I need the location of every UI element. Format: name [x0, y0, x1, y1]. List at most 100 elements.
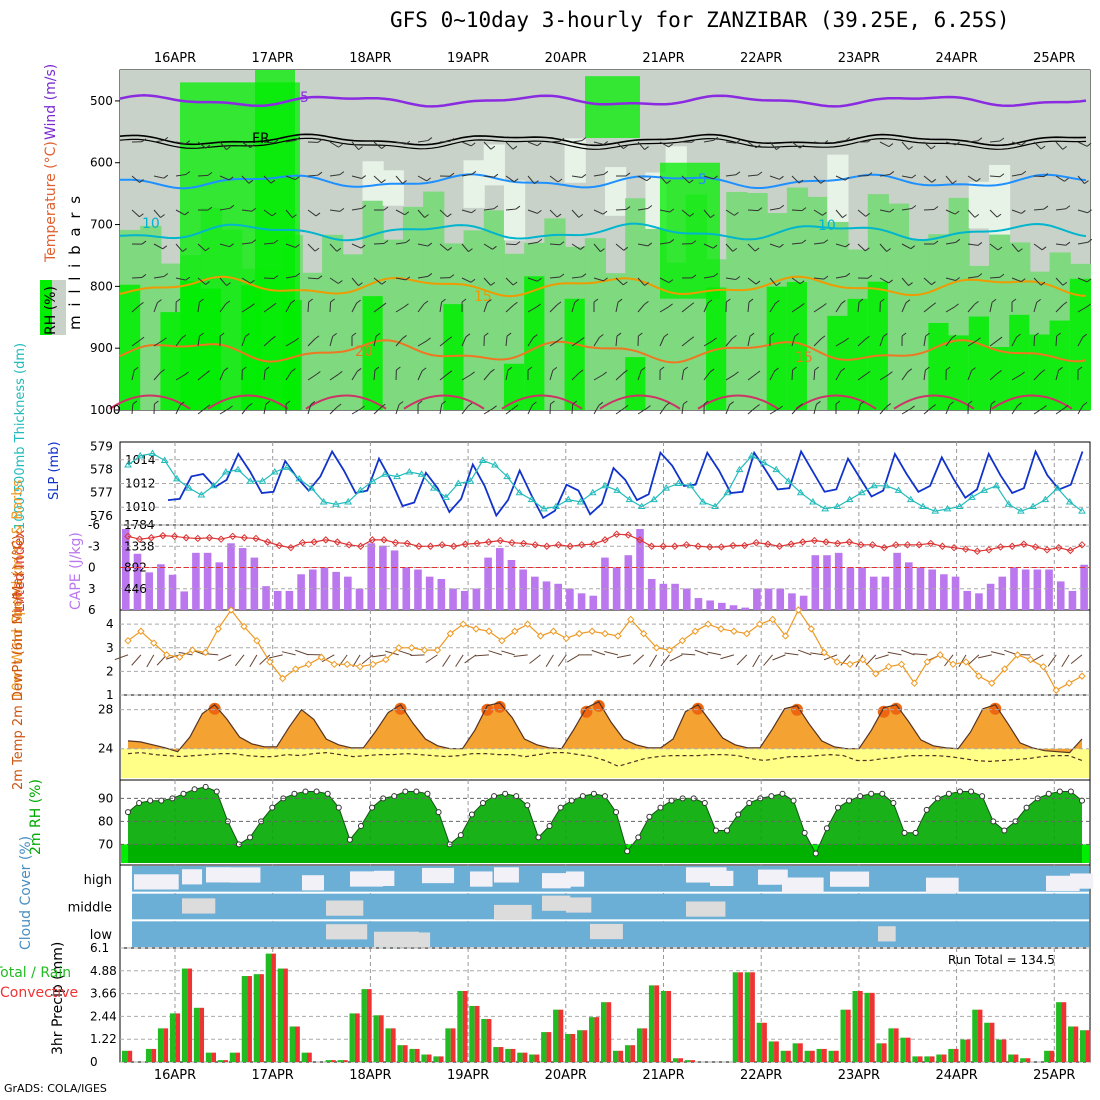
lifted-index-tick: -3 [88, 539, 100, 553]
rain-bar [996, 1039, 1002, 1062]
wind-barb [153, 302, 158, 313]
surface-wind-barb [249, 654, 258, 668]
wind-speed-marker [897, 660, 906, 669]
lifted-index-marker [810, 536, 819, 545]
wind-barb-flag [248, 402, 253, 407]
wind-barb [747, 243, 756, 252]
rh2m-marker [568, 797, 575, 804]
lifted-index-marker [682, 541, 691, 549]
convective-bar [283, 968, 288, 1062]
rh-dry-patch [463, 160, 485, 208]
thickness-marker [637, 502, 646, 510]
wind-barb [989, 373, 998, 381]
cape-bar [893, 552, 901, 610]
convective-bar [199, 1007, 205, 1062]
rain-bar [601, 1002, 607, 1062]
wind-barb-flag [1082, 333, 1088, 338]
wind-barb-flag [133, 366, 139, 371]
isotherm-label: 15 [474, 289, 492, 305]
thickness-marker [1029, 502, 1037, 510]
rh2m-marker [468, 811, 475, 818]
wind-barb [351, 371, 358, 381]
cape-bar [308, 569, 317, 610]
cloud-gap [542, 895, 571, 911]
wind-barb [329, 373, 339, 381]
isotherm-5 [120, 173, 1087, 190]
thickness-marker [1041, 495, 1050, 503]
wind-barb-flag [1063, 404, 1069, 409]
legend-convective: Convective [0, 985, 78, 1001]
wind-barb [923, 407, 932, 415]
wind-barb [461, 243, 469, 252]
wind-speed-marker [523, 620, 532, 628]
rh-saturated-patch [766, 286, 788, 410]
rh-saturated-patch [1009, 314, 1031, 410]
lifted-index-marker [543, 542, 551, 550]
rh-moist-layer [625, 198, 647, 410]
precip-tick-label: 3.66 [90, 987, 117, 1001]
wind-speed-marker [601, 629, 609, 638]
surface-wind-barb [944, 654, 954, 667]
surface-wind-barb [990, 651, 1005, 656]
rh-saturated-patch [827, 315, 849, 410]
cape-bar [285, 590, 294, 610]
wind-barb [373, 336, 377, 347]
cape-bar [472, 588, 481, 610]
wind-barb [813, 209, 823, 216]
wind-barb-flag [1042, 405, 1047, 409]
wind-barb-flag [207, 172, 213, 176]
cloud-gap [470, 871, 493, 887]
lifted-index-marker [147, 534, 155, 542]
convective-bar [271, 953, 276, 1062]
thickness-marker [735, 465, 744, 473]
wind-barb-flag [139, 213, 144, 218]
legend-total-rain: Total / Rain [0, 965, 71, 981]
wind-barb [395, 404, 400, 415]
wind-barb-flag [776, 282, 781, 287]
rain-bar [804, 1050, 810, 1062]
wind-speed-marker [420, 646, 429, 654]
wind-barb [241, 277, 251, 284]
cape-bar [729, 605, 738, 610]
wind-barb-flag [291, 368, 296, 373]
thickness-marker [221, 468, 230, 475]
wind-barb-flag [955, 238, 961, 243]
wind-barb-flag [205, 247, 210, 252]
rh2m-marker [291, 790, 298, 797]
wind-barb [549, 140, 561, 143]
surface-wind-barb [557, 654, 567, 667]
wind-barb [219, 207, 230, 211]
wind-barb [373, 141, 382, 149]
cape-bar [799, 595, 808, 610]
surface-wind-barb [114, 654, 129, 661]
wind-barb [791, 175, 800, 184]
lifted-index-marker [519, 539, 528, 548]
lifted-index-marker [578, 541, 586, 549]
wind-barb [1077, 209, 1088, 214]
wind-barb [681, 404, 684, 415]
surface-wind-barb [295, 649, 309, 656]
bottom-date-label: 17APR [252, 1068, 294, 1083]
wind-tick-label: 1 [106, 688, 114, 702]
wind-barb-flag [638, 332, 643, 337]
surface-wind-barb [810, 652, 825, 656]
rain-bar [1008, 1054, 1014, 1062]
wind-barb [439, 373, 449, 381]
rh2m-marker [590, 790, 597, 797]
lifted-index-marker [775, 542, 784, 550]
wind-barb-flag [971, 367, 976, 372]
wind-barb-flag [1017, 402, 1022, 407]
surface-wind-barb [865, 654, 877, 666]
wind-barb [725, 174, 736, 177]
wind-barb-flag [317, 275, 323, 280]
wind-barb-flag [139, 179, 144, 183]
wind-barb [395, 277, 406, 281]
wind-barb-flag [356, 299, 361, 304]
wind-barb [219, 303, 227, 313]
wind-barb-flag [559, 273, 565, 278]
convective-bar [965, 1039, 971, 1062]
wind-barb-flag [835, 400, 841, 405]
wind-barb [703, 175, 714, 180]
wind-barb [483, 243, 493, 250]
rain-bar [529, 1054, 535, 1062]
